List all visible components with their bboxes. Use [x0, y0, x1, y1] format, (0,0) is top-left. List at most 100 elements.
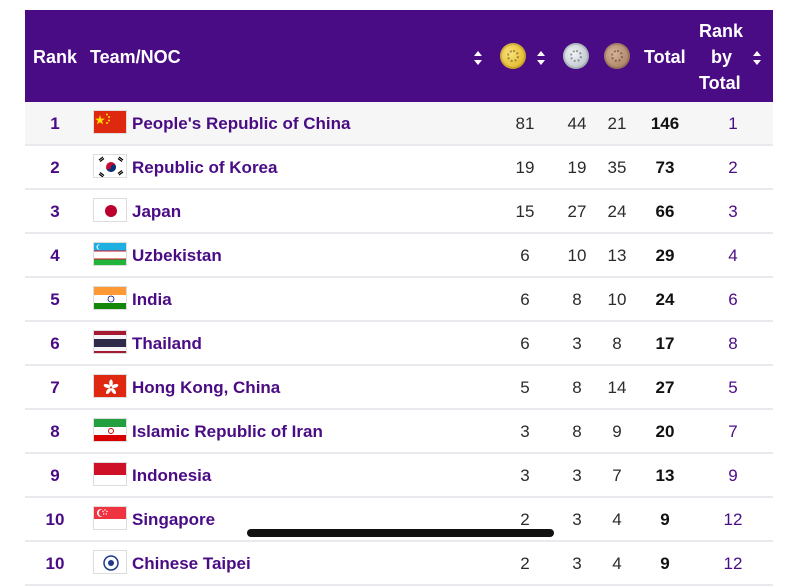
sort-gold-icon[interactable]: [537, 51, 546, 65]
table-row: 1 People's Republic of China 81 44 21 146 1: [25, 102, 773, 146]
rank-by-total-cell: 5: [728, 378, 738, 397]
bronze-count-cell: 13: [607, 246, 627, 265]
team-link[interactable]: India: [132, 290, 172, 309]
sort-rank-by-total-icon[interactable]: [753, 51, 762, 65]
home-indicator[interactable]: [247, 529, 554, 537]
total-count-cell: 29: [655, 246, 675, 265]
silver-count-cell: 19: [567, 158, 587, 177]
rank-by-total-cell: 6: [728, 290, 738, 309]
bronze-count-cell: 9: [612, 422, 622, 441]
rank-cell: 9: [50, 466, 60, 485]
medal-table: Rank Team/NOC Total Rank by Total 1 Peopl…: [25, 10, 773, 586]
japan-flag-icon: [93, 198, 127, 222]
korea-flag-icon: [93, 154, 127, 178]
total-column-header[interactable]: Total: [644, 47, 686, 67]
rank-cell: 4: [50, 246, 60, 265]
team-link[interactable]: Chinese Taipei: [132, 554, 251, 573]
total-count-cell: 27: [655, 378, 675, 397]
rank-cell: 10: [45, 510, 65, 529]
iran-flag-icon: [93, 418, 127, 442]
table-body: 1 People's Republic of China 81 44 21 146 1 2 Re…: [25, 102, 773, 586]
rank-cell: 3: [50, 202, 60, 221]
silver-count-cell: 8: [572, 290, 582, 309]
silver-count-cell: 27: [567, 202, 587, 221]
table-row: 2 Republic of Korea 19 19 35 73 2: [25, 146, 773, 190]
silver-medal-icon[interactable]: [563, 43, 589, 69]
table-row: 10 Singapore 2 3 4 9 12: [25, 498, 773, 542]
rank-cell: 8: [50, 422, 60, 441]
total-count-cell: 73: [655, 158, 675, 177]
bronze-count-cell: 21: [607, 114, 627, 133]
gold-count-cell: 15: [515, 202, 535, 221]
table-row: 9 Indonesia 3 3 7 13 9: [25, 454, 773, 498]
team-link[interactable]: Uzbekistan: [132, 246, 222, 265]
singapore-flag-icon: [93, 506, 127, 530]
team-link[interactable]: Indonesia: [132, 466, 212, 485]
rank-by-total-cell: 12: [723, 510, 743, 529]
team-link[interactable]: Republic of Korea: [132, 158, 278, 177]
team-link[interactable]: Islamic Republic of Iran: [132, 422, 323, 441]
table-row: 6 Thailand 6 3 8 17 8: [25, 322, 773, 366]
bronze-count-cell: 8: [612, 334, 622, 353]
china-flag-icon: [93, 110, 127, 134]
total-count-cell: 24: [655, 290, 675, 309]
rank-cell: 7: [50, 378, 60, 397]
gold-medal-icon[interactable]: [500, 43, 526, 69]
uzbekistan-flag-icon: [93, 242, 127, 266]
rank-by-total-cell: 2: [728, 158, 738, 177]
table-row: 8 Islamic Republic of Iran 3 8 9 20 7: [25, 410, 773, 454]
rank-by-total-cell: 8: [728, 334, 738, 353]
gold-count-cell: 6: [520, 334, 530, 353]
silver-count-cell: 3: [572, 334, 582, 353]
table-row: 5 India 6 8 10 24 6: [25, 278, 773, 322]
team-link[interactable]: Japan: [132, 202, 182, 221]
gold-count-cell: 6: [520, 246, 530, 265]
rank-by-total-header-line3[interactable]: Total: [699, 73, 741, 93]
table-row: 3 Japan 15 27 24 66 3: [25, 190, 773, 234]
bronze-count-cell: 14: [607, 378, 627, 397]
rank-by-total-cell: 3: [728, 202, 738, 221]
silver-count-cell: 3: [572, 466, 582, 485]
table-row: 4 Uzbekistan 6 10 13 29 4: [25, 234, 773, 278]
total-count-cell: 146: [650, 114, 680, 133]
gold-count-cell: 5: [520, 378, 530, 397]
rank-by-total-cell: 9: [728, 466, 738, 485]
team-link[interactable]: Thailand: [132, 334, 202, 353]
thailand-flag-icon: [93, 330, 127, 354]
hongkong-flag-icon: [93, 374, 127, 398]
gold-count-cell: 2: [520, 554, 530, 573]
gold-count-cell: 6: [520, 290, 530, 309]
bronze-count-cell: 10: [607, 290, 627, 309]
total-count-cell: 13: [655, 466, 675, 485]
team-column-header[interactable]: Team/NOC: [90, 47, 181, 67]
indonesia-flag-icon: [93, 462, 127, 486]
rank-by-total-header-line1[interactable]: Rank: [699, 21, 744, 41]
silver-count-cell: 10: [567, 246, 587, 265]
gold-count-cell: 2: [520, 510, 530, 529]
total-count-cell: 9: [660, 510, 670, 529]
bronze-count-cell: 35: [607, 158, 627, 177]
rank-by-total-header-line2[interactable]: by: [711, 47, 733, 67]
rank-cell: 6: [50, 334, 60, 353]
bronze-medal-icon[interactable]: [604, 43, 630, 69]
team-link[interactable]: People's Republic of China: [132, 114, 351, 133]
team-link[interactable]: Hong Kong, China: [132, 378, 281, 397]
sort-team-icon[interactable]: [474, 51, 483, 65]
gold-count-cell: 3: [520, 466, 530, 485]
total-count-cell: 66: [655, 202, 675, 221]
rank-by-total-cell: 12: [723, 554, 743, 573]
rank-column-header[interactable]: Rank: [33, 47, 78, 67]
table-row: 7 Hong Kong, China 5 8 14 27 5: [25, 366, 773, 410]
silver-count-cell: 8: [572, 378, 582, 397]
rank-cell: 1: [50, 114, 60, 133]
bronze-count-cell: 4: [612, 510, 622, 529]
rank-cell: 2: [50, 158, 60, 177]
silver-count-cell: 44: [567, 114, 587, 133]
gold-count-cell: 81: [515, 114, 535, 133]
gold-count-cell: 3: [520, 422, 530, 441]
bronze-count-cell: 24: [607, 202, 627, 221]
total-count-cell: 20: [655, 422, 675, 441]
rank-cell: 5: [50, 290, 60, 309]
table-header: Rank Team/NOC Total Rank by Total: [25, 10, 773, 102]
team-link[interactable]: Singapore: [132, 510, 216, 529]
